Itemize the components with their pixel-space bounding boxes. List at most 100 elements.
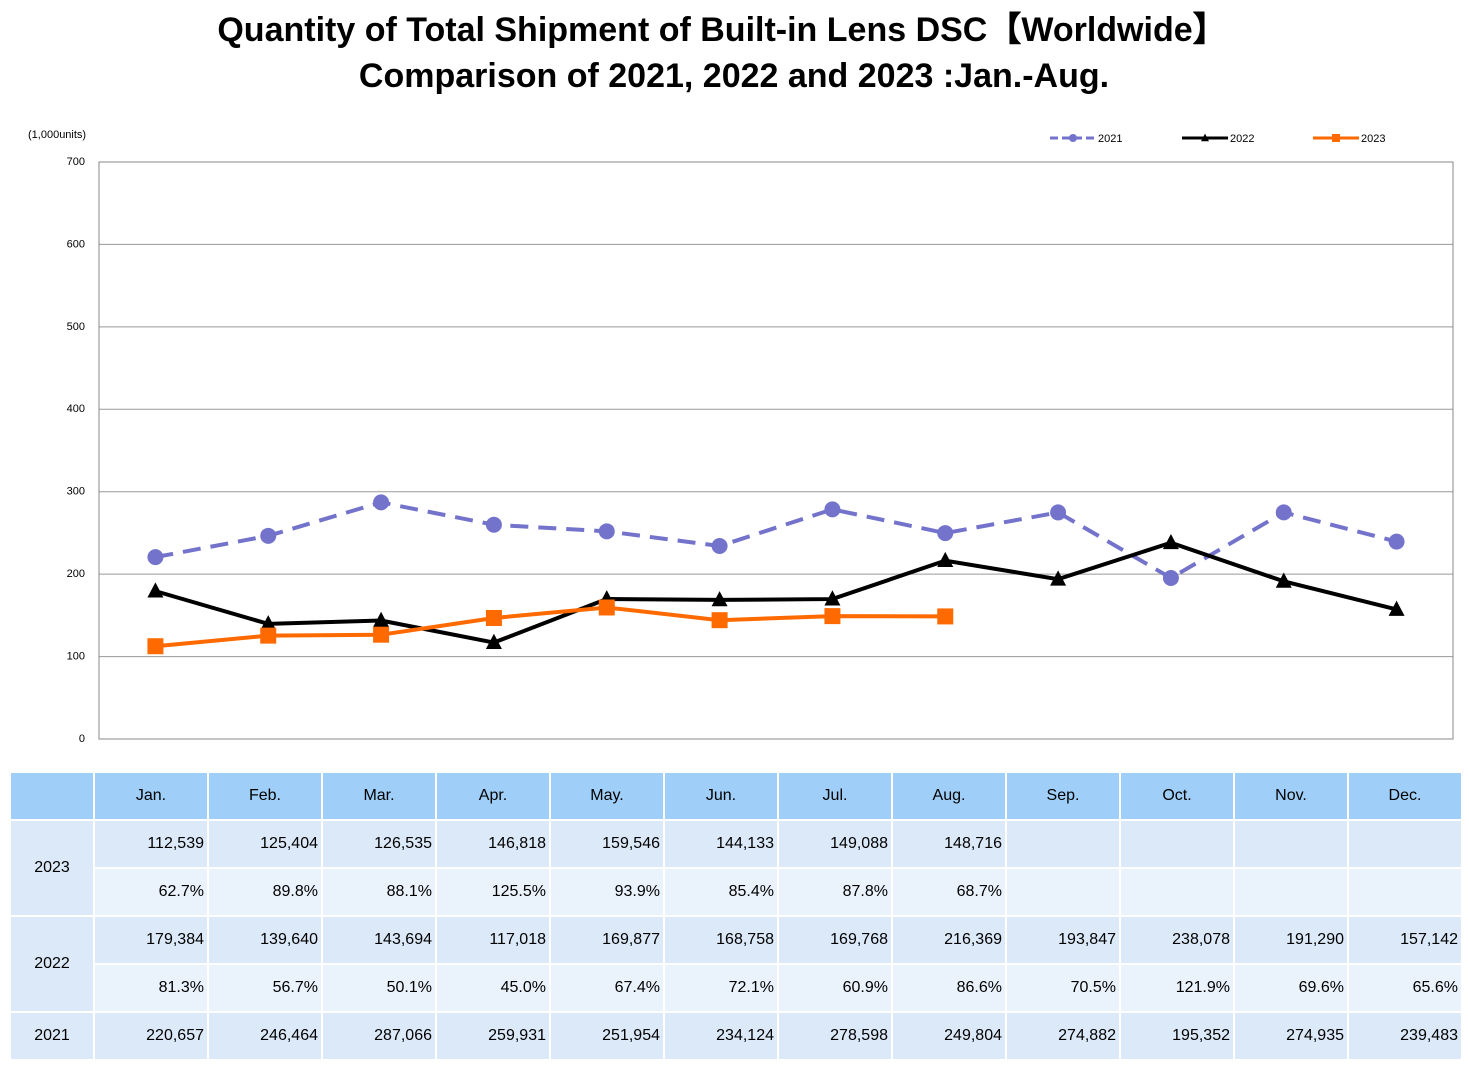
table-cell: 125,404 (209, 821, 321, 867)
marker (373, 494, 390, 511)
chart: Quantity of Total Shipment of Built-in L… (28, 11, 1454, 745)
marker (1388, 533, 1405, 550)
marker (824, 590, 841, 606)
y-tick-label: 400 (67, 403, 85, 415)
table-cell: 179,384 (95, 917, 207, 963)
table-cell: 234,124 (665, 1013, 777, 1059)
table-cell: 169,768 (779, 917, 891, 963)
table-cell: Oct. (1121, 773, 1233, 819)
table-cell: 249,804 (893, 1013, 1005, 1059)
table-row: 2023 112,539 125,404 126,535 146,818 159,546 1… (11, 821, 1461, 915)
marker (1050, 570, 1067, 586)
legend-label: 2023 (1361, 133, 1385, 145)
table-cell (1235, 869, 1347, 915)
table-cell: 246,464 (209, 1013, 321, 1059)
table-row: 2021 220,657 246,464 287,066 259,931 251,954 2… (11, 1013, 1461, 1059)
y-tick-label: 200 (67, 568, 85, 580)
table-cell: 62.7% (95, 869, 207, 915)
marker (147, 638, 164, 655)
table-row: Jan. Feb. Mar. Apr. May. Jun. Jul. Aug. Sep. Oct.… (11, 773, 1461, 819)
table-cell: 169,877 (551, 917, 663, 963)
table-cell: 144,133 (665, 821, 777, 867)
table-cell: 70.5% (1007, 965, 1119, 1011)
table-cell: Aug. (893, 773, 1005, 819)
marker (937, 608, 954, 625)
table-row: 2022 179,384 139,640 143,694 117,018 169,877 1… (11, 917, 1461, 1011)
marker (937, 525, 954, 542)
table-cell: 93.9% (551, 869, 663, 915)
table-cell: 60.9% (779, 965, 891, 1011)
table-cell: Dec. (1349, 773, 1461, 819)
table-cell: 259,931 (437, 1013, 549, 1059)
chart-subtitle: Comparison of 2021, 2022 and 2023 :Jan.-… (359, 57, 1109, 95)
table-cell: 191,290 (1235, 917, 1347, 963)
table-cell: Feb. (209, 773, 321, 819)
data-table: Jan. Feb. Mar. Apr. May. Jun. Jul. Aug. Sep. Oct.… (9, 771, 1463, 1061)
table-cell: 220,657 (95, 1013, 207, 1059)
series-line (155, 605, 946, 649)
table-cell: 278,598 (779, 1013, 891, 1059)
table-cell: 68.7% (893, 869, 1005, 915)
y-axis-label: (1,000units) (28, 129, 86, 141)
table-cell: 159,546 (551, 821, 663, 867)
table-cell: 168,758 (665, 917, 777, 963)
table-cell: Jun. (665, 773, 777, 819)
table-cell: 2023 (11, 821, 93, 915)
table-cell (1235, 821, 1347, 867)
table-cell: Sep. (1007, 773, 1119, 819)
marker (1275, 572, 1292, 588)
table-cell: 239,483 (1349, 1013, 1461, 1059)
table-cell: 143,694 (323, 917, 435, 963)
table-cell: Nov. (1235, 773, 1347, 819)
table-cell: 216,369 (893, 917, 1005, 963)
marker (711, 612, 728, 629)
plot-frame (98, 161, 1454, 740)
marker (711, 591, 728, 607)
table-cell: 72.1% (665, 965, 777, 1011)
marker (485, 609, 502, 626)
y-tick-label: 0 (79, 733, 85, 745)
marker (598, 599, 615, 616)
series-line (154, 540, 1398, 645)
marker (937, 551, 954, 568)
marker (1275, 504, 1292, 521)
table-cell: 56.7% (209, 965, 321, 1011)
table-cell: Mar. (323, 773, 435, 819)
marker (147, 549, 164, 566)
table-cell: May. (551, 773, 663, 819)
table-cell: 67.4% (551, 965, 663, 1011)
table-cell: 287,066 (323, 1013, 435, 1059)
marker (1388, 600, 1405, 616)
table-cell: 149,088 (779, 821, 891, 867)
table-row: 81.3% 56.7% 50.1% 45.0% 67.4% 72.1% 60.9% 86.6%… (11, 965, 1461, 1011)
y-tick-label: 500 (67, 321, 85, 333)
table-cell (1349, 821, 1461, 867)
marker (1069, 134, 1077, 142)
table-cell (1121, 821, 1233, 867)
table-cell: 87.8% (779, 869, 891, 915)
table-cell (11, 773, 93, 819)
table-cell: 112,539 (95, 821, 207, 867)
legend-label: 2022 (1230, 133, 1254, 145)
table-cell: 274,935 (1235, 1013, 1347, 1059)
table-cell: 45.0% (437, 965, 549, 1011)
table-cell: 146,818 (437, 821, 549, 867)
table-cell: 193,847 (1007, 917, 1119, 963)
marker (260, 615, 277, 631)
table-cell: 238,078 (1121, 917, 1233, 963)
marker (1162, 569, 1179, 586)
table-cell: 157,142 (1349, 917, 1461, 963)
chart-title: Quantity of Total Shipment of Built-in L… (217, 11, 1226, 49)
table-cell: 195,352 (1121, 1013, 1233, 1059)
marker (373, 626, 390, 643)
marker (147, 582, 164, 598)
table-cell: Jul. (779, 773, 891, 819)
table-cell: 121.9% (1121, 965, 1233, 1011)
table-cell: 65.6% (1349, 965, 1461, 1011)
marker (485, 516, 502, 533)
table-cell: 50.1% (323, 965, 435, 1011)
y-tick-label: 300 (67, 486, 85, 498)
marker (824, 501, 841, 518)
marker (1201, 133, 1209, 142)
